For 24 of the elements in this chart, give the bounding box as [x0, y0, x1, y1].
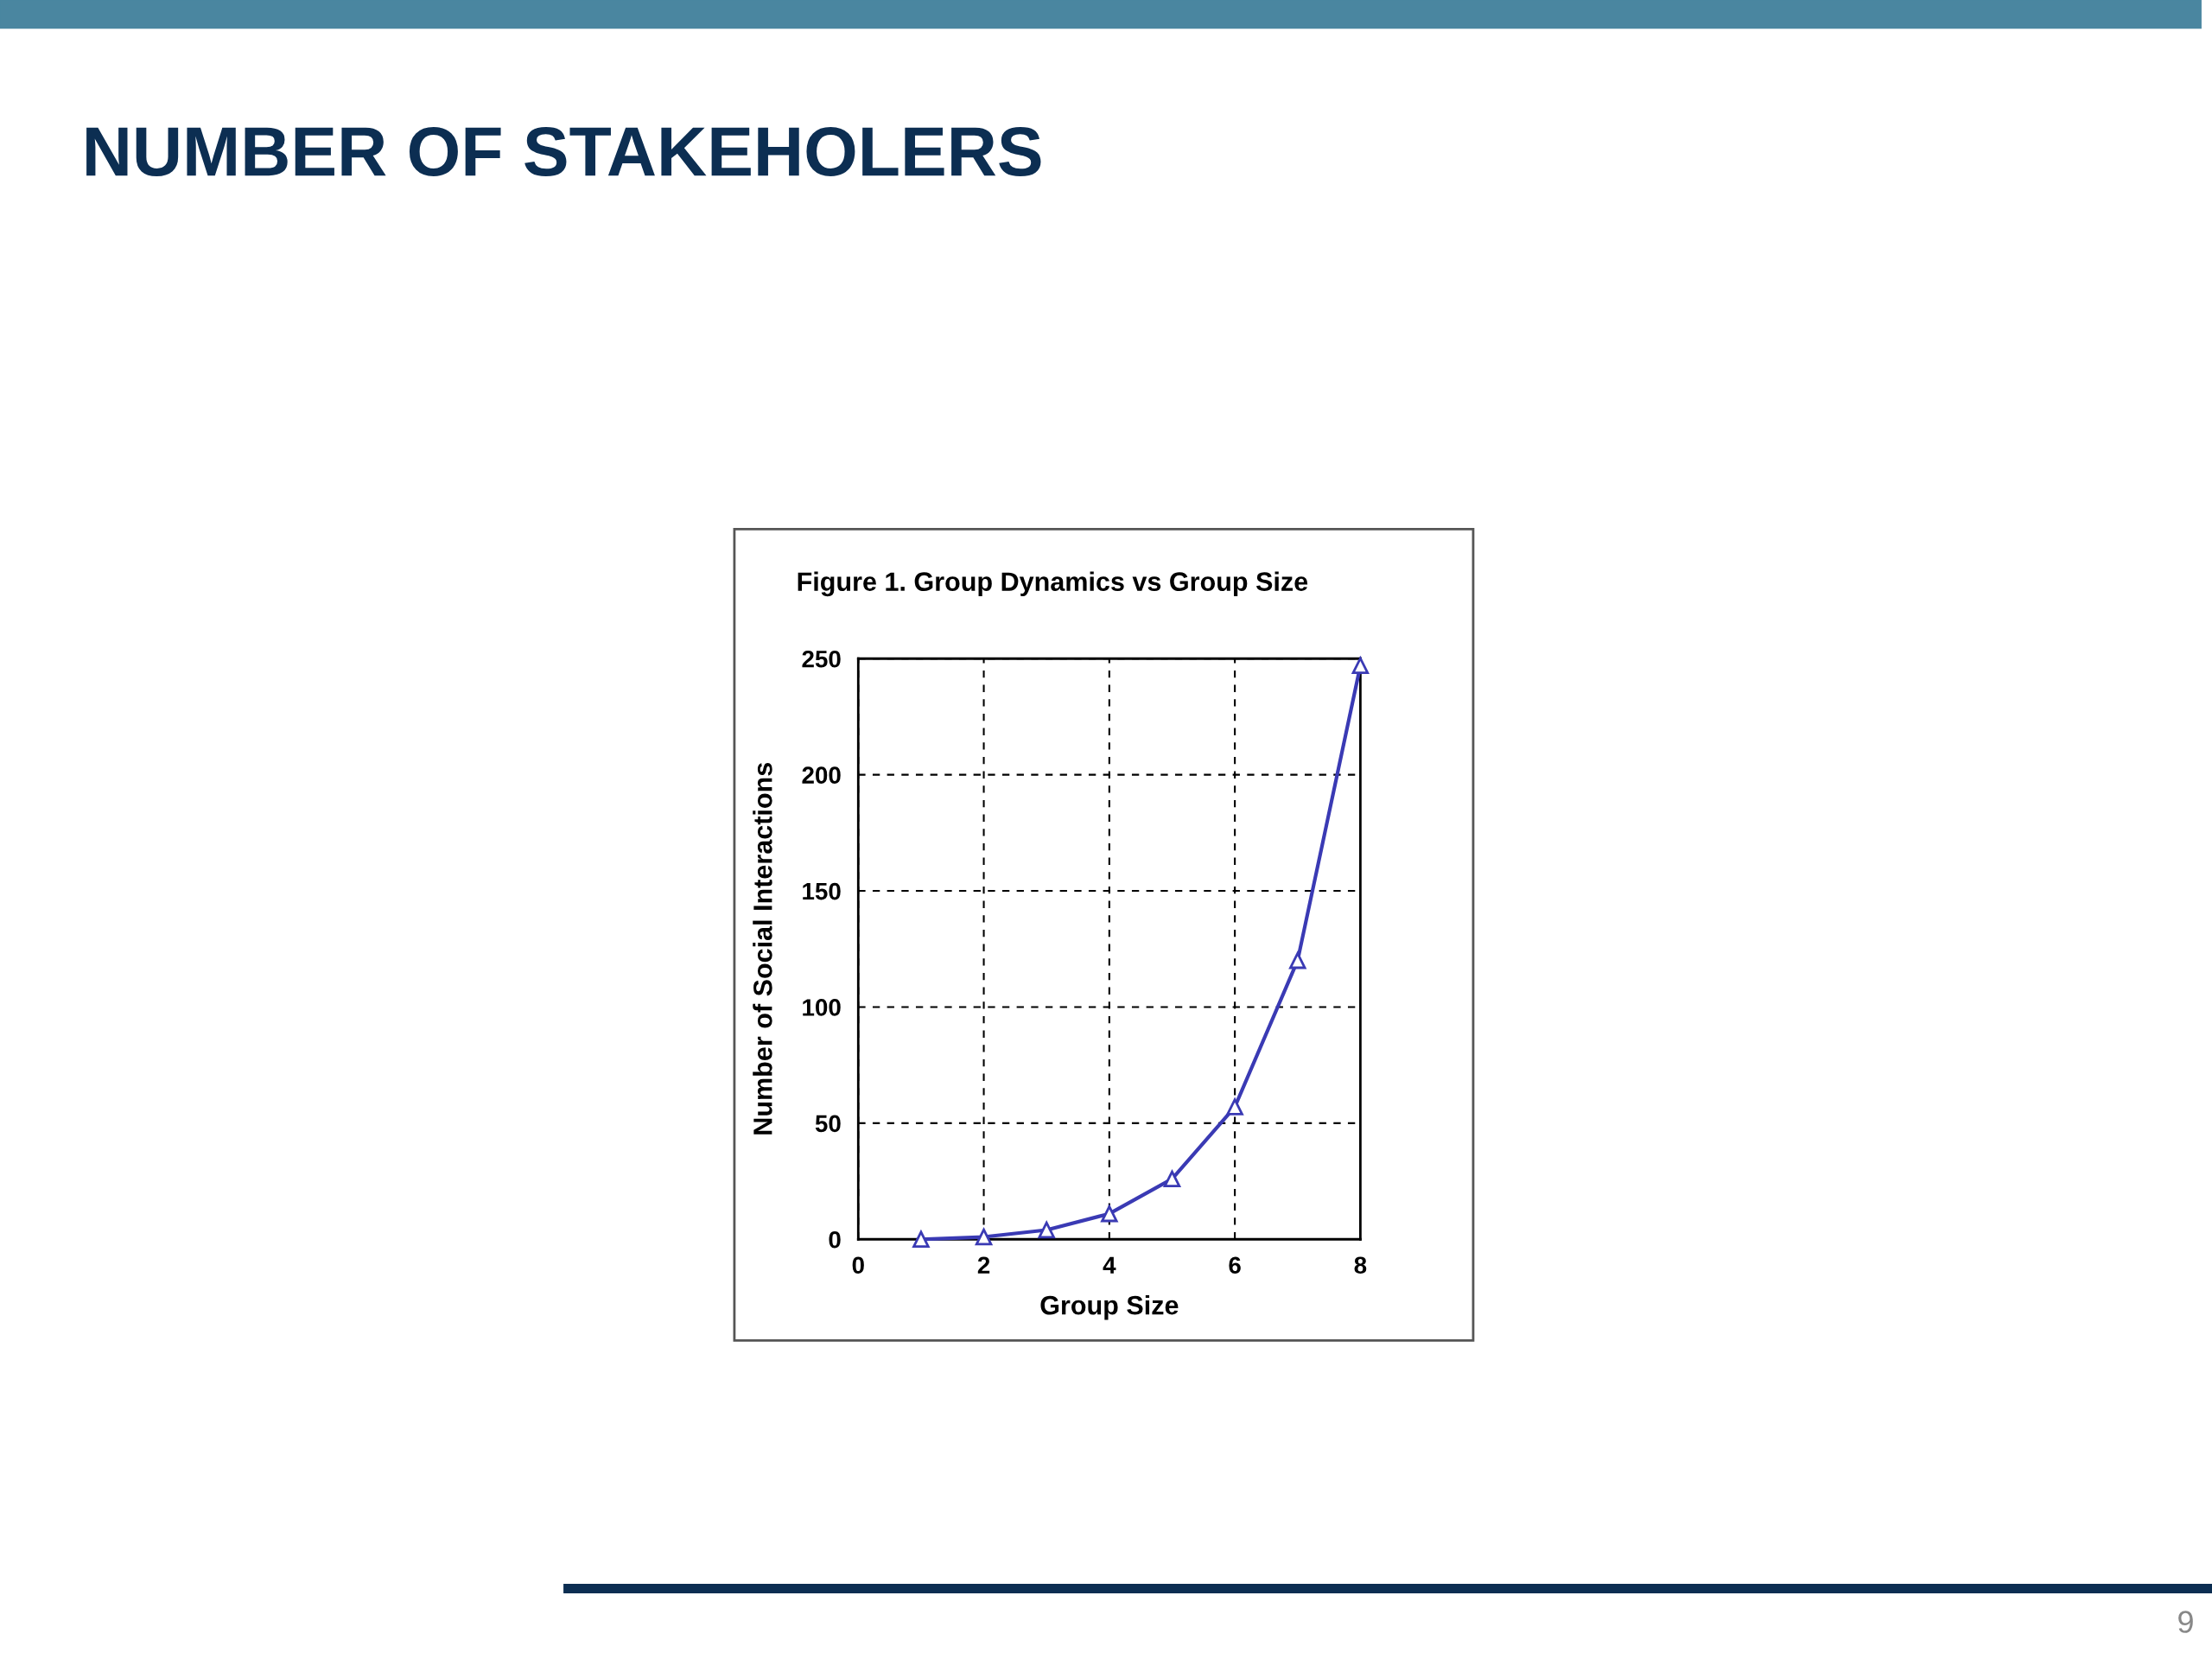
y-tick-label: 0: [829, 1230, 841, 1249]
x-tick-label: 6: [1229, 1256, 1241, 1274]
x-axis-title: Group Size: [1040, 1295, 1179, 1320]
point: [1038, 1221, 1055, 1239]
y-axis-title: Number of Social Interactions: [753, 763, 772, 1135]
text: 9: [2178, 1611, 2193, 1633]
point: [1101, 1205, 1118, 1223]
y-tick-label: 250: [802, 650, 841, 668]
point: [912, 1229, 931, 1248]
point: [1226, 1098, 1243, 1116]
y-tick-label: 150: [803, 882, 841, 900]
y-tick-label: 100: [803, 999, 841, 1016]
chart-title: NUMBER OF STAKEHOLERS: [86, 126, 1041, 177]
chart-subtitle: Figure 1. Group Dynamics vs Group Size: [798, 571, 1308, 597]
point: [975, 1228, 993, 1246]
x-tick-label: 2: [977, 1256, 990, 1274]
point: [1289, 951, 1306, 969]
x-tick-label: 8: [1354, 1256, 1367, 1274]
y-tick-label: 50: [815, 1115, 841, 1133]
x-tick-label: 0: [852, 1256, 864, 1274]
x-tick-label: 4: [1103, 1256, 1116, 1274]
point: [1163, 1170, 1181, 1188]
point: [1351, 655, 1370, 675]
y-tick-label: 200: [802, 766, 841, 784]
